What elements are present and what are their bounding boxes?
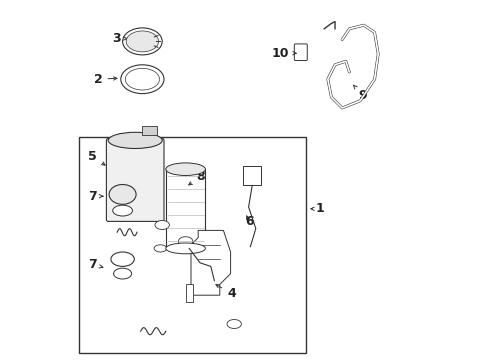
Ellipse shape — [108, 132, 162, 149]
Ellipse shape — [109, 184, 136, 204]
Bar — [243, 166, 261, 185]
Ellipse shape — [122, 28, 162, 55]
Text: 2: 2 — [94, 73, 117, 86]
Text: 4: 4 — [216, 284, 236, 300]
Text: 5: 5 — [88, 150, 105, 165]
Text: 10: 10 — [272, 47, 296, 60]
Text: 1: 1 — [311, 202, 324, 215]
Text: 9: 9 — [354, 85, 367, 102]
Text: 8: 8 — [189, 170, 205, 185]
Bar — [186, 284, 193, 302]
Ellipse shape — [114, 268, 132, 279]
Text: 7: 7 — [88, 258, 103, 271]
Ellipse shape — [227, 320, 242, 328]
Ellipse shape — [154, 245, 167, 252]
Ellipse shape — [192, 259, 205, 267]
Ellipse shape — [111, 252, 134, 266]
Text: 7: 7 — [88, 190, 103, 203]
Text: 6: 6 — [245, 215, 254, 228]
Polygon shape — [191, 230, 231, 295]
FancyBboxPatch shape — [106, 139, 164, 221]
FancyBboxPatch shape — [294, 44, 307, 60]
Ellipse shape — [155, 220, 170, 230]
Ellipse shape — [178, 237, 193, 246]
Ellipse shape — [166, 243, 205, 254]
Ellipse shape — [121, 65, 164, 94]
Ellipse shape — [166, 163, 205, 176]
Bar — [143, 126, 157, 135]
Bar — [166, 169, 205, 248]
Bar — [79, 137, 306, 353]
Ellipse shape — [125, 68, 160, 90]
Ellipse shape — [126, 31, 159, 52]
Ellipse shape — [113, 205, 132, 216]
Text: 3: 3 — [112, 32, 127, 45]
